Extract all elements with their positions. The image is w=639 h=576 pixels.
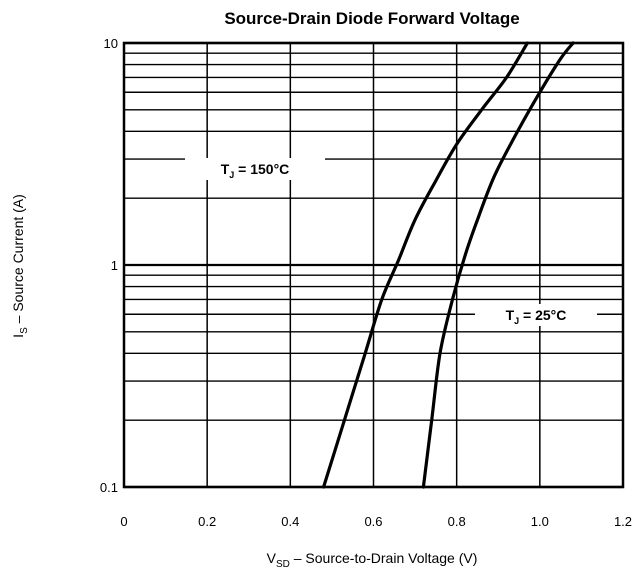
x-tick-label: 0.4 — [281, 514, 299, 529]
curve-label-tj-25c: TJ = 25°C — [506, 307, 567, 326]
tick-labels: 0 0.2 0.4 0.6 0.8 1.0 1.2 0.1 1 10 — [100, 36, 632, 529]
curves — [322, 41, 575, 489]
y-tick-label: 0.1 — [100, 480, 118, 495]
grid-lines — [123, 41, 624, 489]
y-tick-label: 10 — [104, 36, 118, 51]
curve-label-background — [185, 158, 325, 180]
x-tick-label: 1.2 — [614, 514, 632, 529]
curve-labels: TJ = 150°C TJ = 25°C — [185, 158, 597, 326]
x-tick-label: 0.8 — [448, 514, 466, 529]
y-axis-label: IS – Source Current (A) — [10, 194, 30, 338]
series-line-tj-150c — [322, 41, 529, 489]
x-tick-label: 0.6 — [364, 514, 382, 529]
y-tick-label: 1 — [111, 258, 118, 273]
x-tick-label: 0 — [120, 514, 127, 529]
x-axis-label: VSD – Source-to-Drain Voltage (V) — [267, 550, 478, 570]
series-line-tj-25c — [421, 41, 575, 489]
curve-label-tj-150c: TJ = 150°C — [221, 161, 290, 180]
plot-frame — [122, 41, 625, 489]
chart-title: Source-Drain Diode Forward Voltage — [224, 9, 519, 28]
x-tick-label: 1.0 — [531, 514, 549, 529]
x-tick-label: 0.2 — [198, 514, 216, 529]
curve-label-background — [475, 304, 597, 326]
